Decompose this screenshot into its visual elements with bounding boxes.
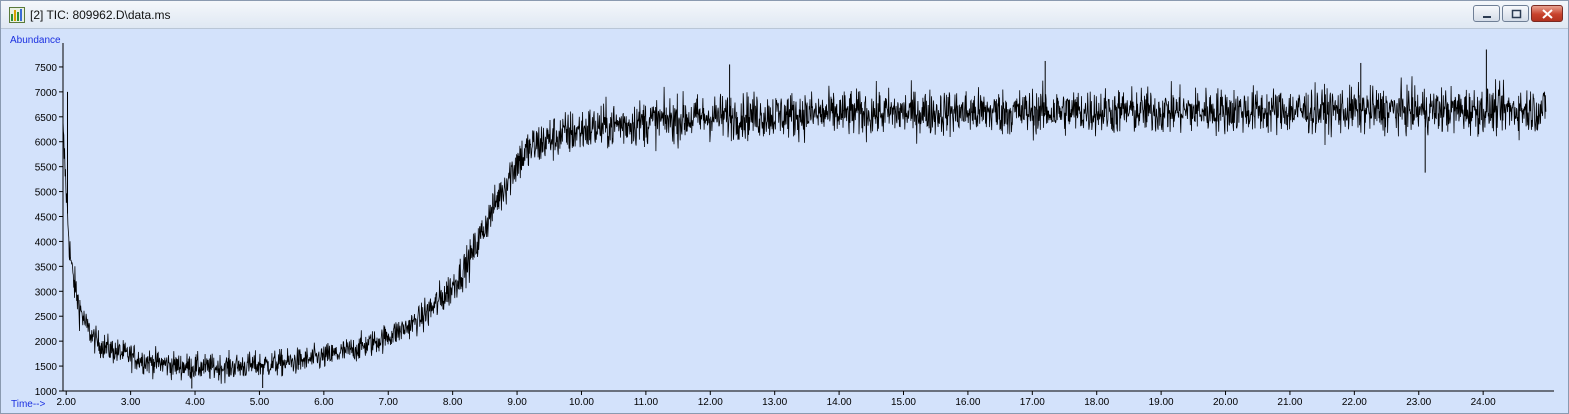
x-tick-label: 15.00	[891, 397, 916, 408]
title-bar[interactable]: [2] TIC: 809962.D\data.ms	[1, 1, 1568, 29]
x-tick-label: 21.00	[1277, 397, 1302, 408]
window-title: [2] TIC: 809962.D\data.ms	[30, 8, 171, 22]
x-tick-label: 20.00	[1213, 397, 1238, 408]
tic-chart[interactable]: 1000 1500 2000 2500 3000 3500 4000 4500 5000 5500…	[1, 29, 1568, 413]
y-tick-label: 5500	[35, 163, 58, 174]
y-tick-label: 3500	[35, 262, 58, 273]
y-axis-label: Abundance	[10, 35, 61, 46]
y-tick-label: 2500	[35, 312, 58, 323]
x-tick-label: 2.00	[56, 397, 76, 408]
minimize-button[interactable]	[1473, 5, 1500, 22]
y-tick-label: 6500	[35, 113, 58, 124]
restore-icon	[1511, 9, 1522, 19]
restore-button[interactable]	[1502, 5, 1529, 22]
x-tick-label: 6.00	[314, 397, 334, 408]
y-tick-label: 4000	[35, 237, 58, 248]
close-button[interactable]	[1531, 5, 1563, 22]
x-tick-label: 23.00	[1406, 397, 1431, 408]
x-tick-label: 12.00	[698, 397, 723, 408]
x-tick-label: 18.00	[1084, 397, 1109, 408]
y-tick-label: 1000	[35, 387, 58, 398]
plot-area[interactable]: 1000 1500 2000 2500 3000 3500 4000 4500 5000 5500…	[1, 29, 1568, 413]
x-tick-label: 11.00	[634, 397, 659, 408]
y-tick-label: 6000	[35, 138, 58, 149]
minimize-icon	[1483, 16, 1491, 18]
y-tick-label: 7000	[35, 88, 58, 99]
x-tick-label: 17.00	[1020, 397, 1045, 408]
y-tick-label: 5000	[35, 188, 58, 199]
x-tick-label: 3.00	[121, 397, 141, 408]
y-tick-label: 1500	[35, 362, 58, 373]
x-tick-label: 4.00	[185, 397, 205, 408]
x-tick-label: 13.00	[762, 397, 787, 408]
chromatogram-app-icon[interactable]	[9, 7, 25, 23]
x-tick-label: 16.00	[955, 397, 980, 408]
x-tick-label: 14.00	[827, 397, 852, 408]
x-tick-label: 10.00	[569, 397, 594, 408]
y-tick-label: 3000	[35, 287, 58, 298]
x-tick-label: 5.00	[250, 397, 270, 408]
y-tick-label: 2000	[35, 337, 58, 348]
tic-trace-line	[62, 76, 1547, 384]
x-tick-label: 9.00	[507, 397, 527, 408]
y-tick-label: 7500	[35, 63, 58, 74]
x-tick-label: 24.00	[1471, 397, 1496, 408]
close-icon	[1542, 9, 1553, 19]
x-tick-label: 7.00	[379, 397, 399, 408]
x-tick-label: 22.00	[1342, 397, 1367, 408]
y-tick-label: 4500	[35, 213, 58, 224]
x-axis-label: Time-->	[11, 399, 46, 410]
x-tick-label: 8.00	[443, 397, 463, 408]
x-tick-label: 19.00	[1149, 397, 1174, 408]
